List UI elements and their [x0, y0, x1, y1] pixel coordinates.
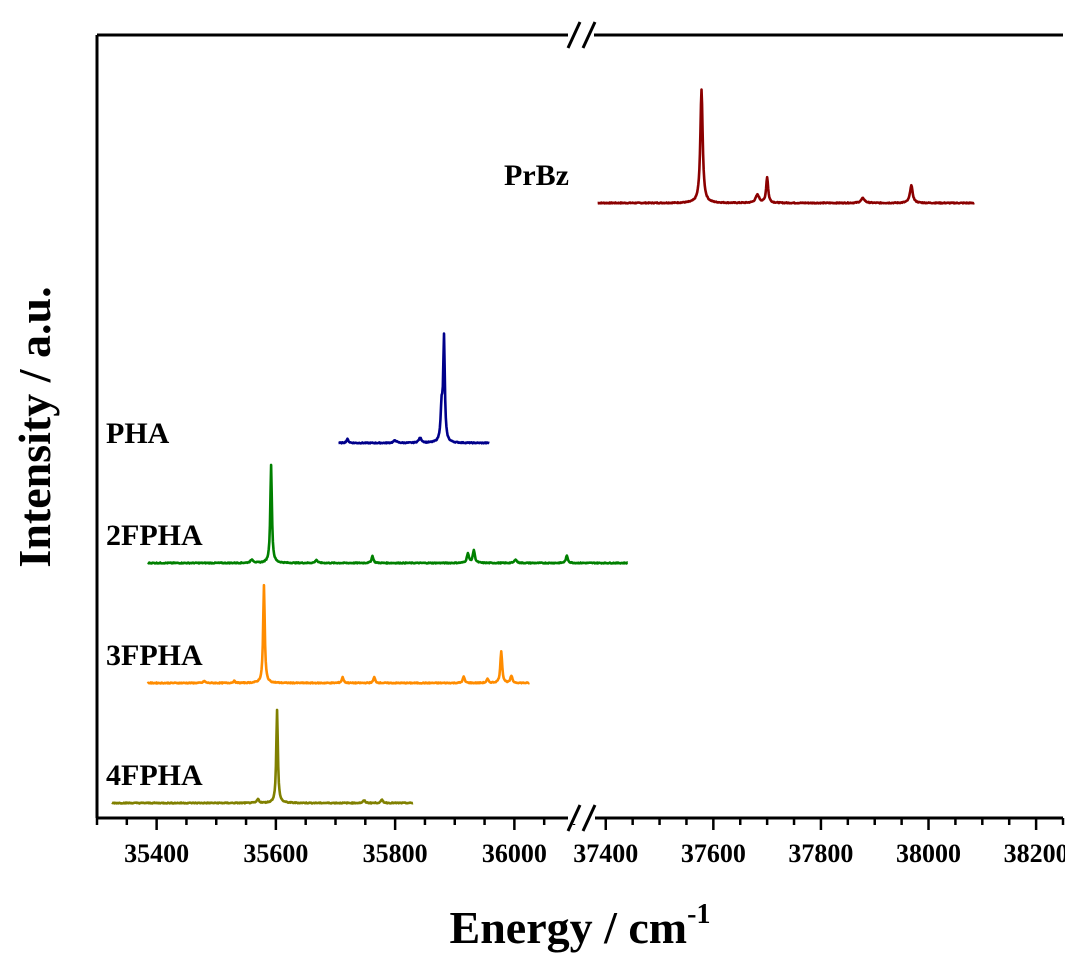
plot-frame	[95, 33, 1063, 820]
series-layer: PrBz PHA 2FPHA 3FPHA 4FPHA	[106, 88, 975, 805]
series-label: 4FPHA	[106, 759, 203, 792]
series-label: PrBz	[504, 159, 569, 192]
axis-break-marks	[566, 21, 597, 832]
series-prbz: PrBz	[504, 88, 975, 205]
x-tick-label: 36000	[482, 839, 547, 868]
break-mark-bottom	[566, 804, 597, 832]
series-2fpha: 2FPHA	[106, 463, 629, 565]
x-tick-label: 35400	[124, 839, 189, 868]
x-tick-label: 38200	[1004, 839, 1065, 868]
series-pha: PHA	[106, 332, 491, 450]
series-4fpha: 4FPHA	[106, 708, 414, 805]
series-line	[111, 708, 414, 805]
x-tick-label: 37400	[573, 839, 638, 868]
series-label: PHA	[106, 417, 170, 450]
x-tick-label: 35800	[363, 839, 428, 868]
x-tick-label: 37800	[788, 839, 853, 868]
series-label: 3FPHA	[106, 639, 203, 672]
series-line	[146, 463, 629, 565]
series-label: 2FPHA	[106, 519, 203, 552]
series-line	[596, 88, 975, 205]
break-mark-top	[566, 21, 597, 49]
y-axis-label: Intensity / a.u.	[9, 286, 60, 567]
x-axis-ticks: 35400 35600 35800 36000 37400 37600 37800 38000…	[95, 818, 1065, 868]
series-line	[146, 583, 530, 685]
series-line	[337, 332, 491, 445]
series-3fpha: 3FPHA	[106, 583, 530, 685]
x-tick-label: 35600	[243, 839, 308, 868]
x-tick-label: 37600	[681, 839, 746, 868]
x-tick-label: 38000	[896, 839, 961, 868]
x-axis-label-text: Energy / cm	[450, 902, 688, 953]
x-axis-label: Energy / cm-1	[450, 899, 711, 953]
x-axis-label-superscript: -1	[687, 899, 710, 930]
